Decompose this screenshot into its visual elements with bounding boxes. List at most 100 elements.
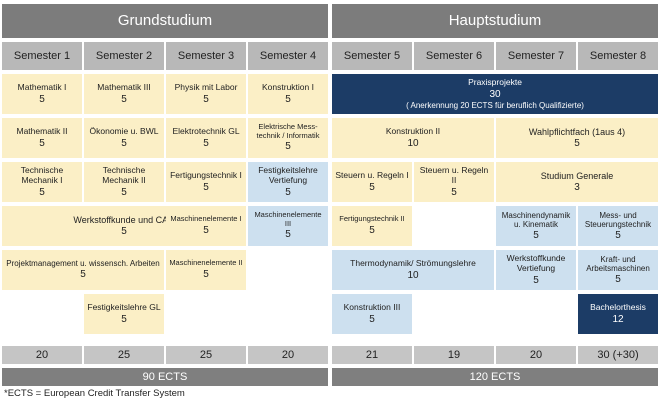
module-name-line1: Festigkeitslehre (258, 164, 318, 175)
module-credits: 5 (615, 229, 621, 241)
module-maschinendynamik: Maschinendynamik u. Kinematik 5 (496, 206, 576, 246)
header-hauptstudium-label: Hauptstudium (448, 12, 542, 30)
module-kraft-arbeitsmaschinen: Kraft- und Arbeitsmaschinen 5 (578, 250, 658, 290)
ects-grundstudium: 90 ECTS (2, 368, 328, 386)
module-credits: 5 (285, 186, 291, 198)
module-credits: 5 (121, 313, 127, 325)
module-credits: 5 (369, 225, 375, 237)
module-fertigungstechnik-2: Fertigungstechnik II 5 (332, 206, 412, 246)
module-mathematik-2: Mathematik II 5 (2, 118, 82, 158)
module-credits: 3 (574, 181, 580, 193)
module-name: Konstruktion III (343, 301, 401, 312)
module-werkstoffkunde-vertiefung: Werkstoffkunde Vertiefung 5 (496, 250, 576, 290)
module-steuern-regeln-2: Steuern u. Regeln II 5 (414, 162, 494, 202)
module-credits: 10 (407, 269, 419, 281)
total-semester-2: 25 (84, 346, 164, 364)
module-name: Studium Generale (540, 170, 614, 181)
module-credits: 5 (203, 93, 209, 105)
module-wahlpflichtfach: Wahlpflichtfach (1aus 4) 5 (496, 118, 658, 158)
total-value: 25 (199, 348, 213, 361)
total-semester-3: 25 (166, 346, 246, 364)
total-value: 20 (529, 348, 543, 361)
semester-label: Semester 4 (259, 49, 317, 62)
module-studium-generale: Studium Generale 3 (496, 162, 658, 202)
module-name-line2: Mechanik II (102, 174, 146, 185)
module-credits: 5 (285, 229, 291, 241)
module-name-line2: Arbeitsmaschinen (586, 263, 650, 273)
module-credits: 12 (612, 313, 624, 325)
module-credits: 5 (121, 186, 127, 198)
semester-label: Semester 1 (13, 49, 71, 62)
module-name-line2: u. Kinematik (513, 219, 559, 229)
module-credits: 5 (121, 225, 127, 237)
footnote: *ECTS = European Credit Transfer System (4, 388, 185, 399)
module-name-line2: Vertiefung (516, 262, 556, 273)
total-semester-1: 20 (2, 346, 82, 364)
total-semester-6: 19 (414, 346, 494, 364)
module-festigkeitslehre-gl: Festigkeitslehre GL 5 (84, 294, 164, 334)
total-value: 25 (117, 348, 131, 361)
module-credits: 5 (451, 186, 457, 198)
module-projektmanagement: Projektmanagement u. wissensch. Arbeiten… (2, 250, 164, 290)
semester-label: Semester 8 (589, 49, 647, 62)
module-name: Ökonomie u. BWL (89, 125, 159, 136)
total-value: 30 (+30) (597, 348, 639, 361)
module-bachelorthesis: Bachelorthesis 12 (578, 294, 658, 334)
module-name: Mathematik I (17, 81, 67, 92)
module-credits: 5 (39, 137, 45, 149)
module-credits: 5 (369, 313, 375, 325)
module-technische-mechanik-1: Technische Mechanik I 5 (2, 162, 82, 202)
module-credits: 5 (121, 93, 127, 105)
module-credits: 5 (121, 137, 127, 149)
module-name-line2: technik / Informatik (256, 130, 320, 140)
module-name: Mathematik III (97, 81, 151, 92)
module-credits: 5 (285, 93, 291, 105)
module-oekonomie-bwl: Ökonomie u. BWL 5 (84, 118, 164, 158)
module-credits: 10 (407, 137, 419, 149)
ects-hauptstudium: 120 ECTS (332, 368, 658, 386)
module-maschinenelemente-2: Maschinenelemente II 5 (166, 250, 246, 290)
ects-value: 90 ECTS (142, 370, 188, 383)
semester-4: Semester 4 (248, 42, 328, 70)
semester-label: Semester 3 (177, 49, 235, 62)
module-credits: 5 (615, 273, 621, 285)
header-grundstudium-label: Grundstudium (117, 12, 213, 30)
module-name: Konstruktion I (262, 81, 314, 92)
module-konstruktion-1: Konstruktion I 5 (248, 74, 328, 114)
module-name: Projektmanagement u. wissensch. Arbeiten (6, 259, 160, 269)
module-name-line1: Kraft- und (600, 254, 636, 264)
module-name-line1: Technische (20, 164, 64, 175)
module-steuern-regeln-1: Steuern u. Regeln I 5 (332, 162, 412, 202)
header-hauptstudium: Hauptstudium (332, 4, 658, 38)
module-credits: 5 (533, 229, 539, 241)
module-name: Physik mit Labor (174, 81, 238, 92)
module-thermodynamik: Thermodynamik/ Strömungslehre 10 (332, 250, 494, 290)
module-credits: 5 (203, 269, 209, 281)
module-name: Maschinenelemente I (170, 214, 242, 224)
semester-5: Semester 5 (332, 42, 412, 70)
semester-3: Semester 3 (166, 42, 246, 70)
total-semester-4: 20 (248, 346, 328, 364)
semester-label: Semester 5 (343, 49, 401, 62)
module-credits: 5 (203, 181, 209, 193)
module-elektrische-messtechnik: Elektrische Mess- technik / Informatik 5 (248, 118, 328, 158)
module-credits: 5 (285, 141, 291, 153)
module-name: Steuern u. Regeln I (335, 169, 409, 180)
module-name: Fertigungstechnik I (170, 169, 242, 180)
module-fertigungstechnik-1: Fertigungstechnik I 5 (166, 162, 246, 202)
module-credits: 5 (203, 225, 209, 237)
module-mess-steuerungstechnik: Mess- und Steuerungstechnik 5 (578, 206, 658, 246)
module-name: Praxisprojekte (468, 77, 522, 88)
module-name-line1: Mess- und (599, 210, 637, 220)
module-elektrotechnik: Elektrotechnik GL 5 (166, 118, 246, 158)
module-name: Steuern u. Regeln II (419, 164, 489, 185)
module-credits: 5 (533, 274, 539, 286)
module-name: Maschinenelemente III (254, 210, 322, 228)
module-name: Festigkeitslehre GL (87, 301, 161, 312)
module-physik: Physik mit Labor 5 (166, 74, 246, 114)
module-credits: 5 (80, 269, 86, 281)
header-grundstudium: Grundstudium (2, 4, 328, 38)
module-mathematik-1: Mathematik I 5 (2, 74, 82, 114)
module-name: Werkstoffkunde und CAD (73, 214, 175, 225)
module-name: Maschinenelemente II (169, 258, 243, 268)
